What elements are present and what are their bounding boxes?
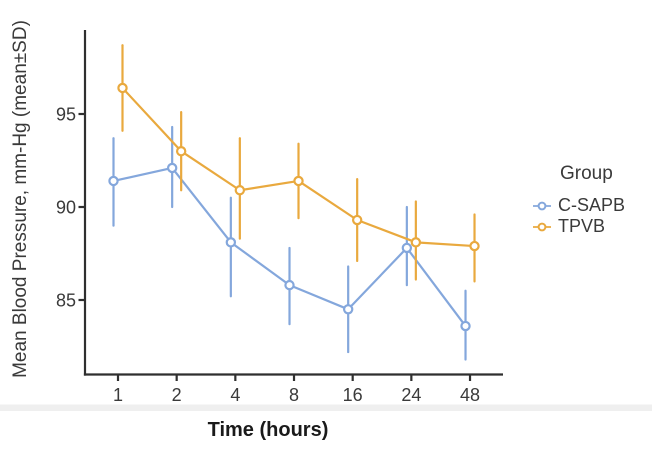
- data-point-tpvb: [293, 175, 304, 187]
- data-point-tpvb: [117, 82, 128, 94]
- legend-item-tpvb: TPVB: [527, 216, 652, 237]
- data-point-tpvb: [351, 214, 363, 226]
- legend-key-circle: [537, 201, 547, 210]
- data-point-tpvb: [410, 237, 422, 248]
- y-tick-label: 85: [56, 291, 76, 311]
- data-point-c-sapb: [166, 162, 178, 174]
- figure-bottom-edge-band: [0, 404, 652, 411]
- legend: Group C-SAPB TPVB: [527, 163, 652, 237]
- data-point-c-sapb: [460, 320, 471, 332]
- data-point-tpvb: [469, 240, 480, 252]
- y-tick-label: 95: [56, 105, 76, 125]
- data-point-tpvb: [234, 185, 246, 196]
- legend-label-tpvb: TPVB: [558, 216, 606, 236]
- x-tick-label: 1: [113, 385, 123, 405]
- x-tick-label: 4: [230, 385, 240, 405]
- legend-title: Group: [560, 163, 613, 184]
- y-tick-label: 90: [56, 198, 76, 218]
- legend-key-tpvb: [533, 222, 551, 231]
- data-point-c-sapb: [108, 175, 119, 187]
- data-point-c-sapb: [342, 304, 354, 315]
- data-point-c-sapb: [225, 237, 237, 248]
- x-tick-label: 16: [343, 385, 363, 405]
- x-axis-title: Time (hours): [207, 419, 329, 441]
- data-point-tpvb: [175, 145, 187, 157]
- plot-series: [108, 44, 480, 361]
- data-point-c-sapb: [284, 279, 295, 291]
- x-tick-label: 48: [460, 385, 480, 405]
- series-tpvb: [117, 44, 480, 283]
- data-point-c-sapb: [401, 242, 413, 254]
- legend-key-c-sapb: [533, 201, 551, 210]
- legend-items: C-SAPB TPVB: [527, 195, 652, 237]
- legend-item-c-sapb: C-SAPB: [527, 195, 652, 216]
- x-tick-label: 2: [172, 385, 182, 405]
- x-tick-label: 8: [289, 385, 299, 405]
- series-c-sapb: [108, 125, 471, 361]
- legend-label-c-sapb: C-SAPB: [558, 195, 626, 215]
- y-axis-title: Mean Blood Pressure, mm-Hg (mean±SD): [10, 20, 31, 378]
- legend-key-circle: [537, 222, 547, 231]
- x-tick-label: 24: [401, 385, 421, 405]
